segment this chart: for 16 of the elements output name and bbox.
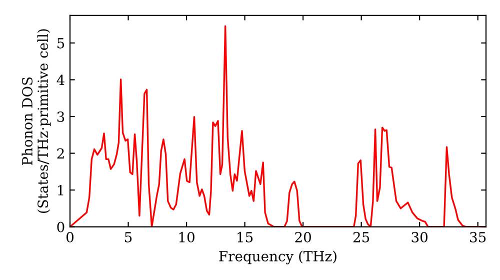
x-tick-label: 35 — [470, 232, 486, 242]
y-tick-label: 2 — [57, 148, 64, 159]
x-tick-label: 30 — [412, 232, 428, 242]
x-tick-label: 20 — [295, 232, 311, 242]
x-tick-label: 10 — [179, 232, 194, 242]
x-tick-label: 0 — [66, 232, 74, 242]
y-axis-title: Phonon DOS (States/THz·primitive cell) — [22, 29, 51, 213]
y-tick-label: 3 — [57, 111, 64, 122]
y-tick-label: 5 — [57, 38, 64, 48]
y-tick-label: 4 — [56, 74, 64, 86]
x-tick-label: 25 — [353, 232, 370, 242]
x-tick-label: 5 — [125, 232, 132, 242]
y-tick-label: 0 — [57, 222, 64, 232]
y-tick-label: 1 — [58, 185, 64, 196]
x-axis-title: Frequency (THz) — [219, 250, 336, 264]
x-tick-label: 15 — [238, 232, 253, 242]
